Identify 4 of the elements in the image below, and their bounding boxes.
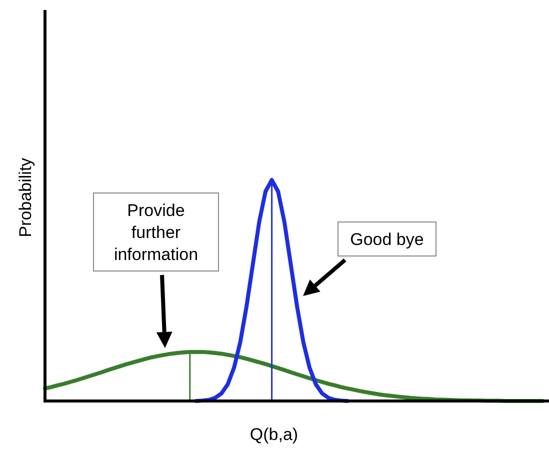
- x-axis-title: Q(b,a): [250, 425, 298, 444]
- annotation: Provide further information: [114, 201, 198, 264]
- y-axis-title: Probability: [16, 157, 35, 238]
- annotation: Good bye: [350, 230, 424, 250]
